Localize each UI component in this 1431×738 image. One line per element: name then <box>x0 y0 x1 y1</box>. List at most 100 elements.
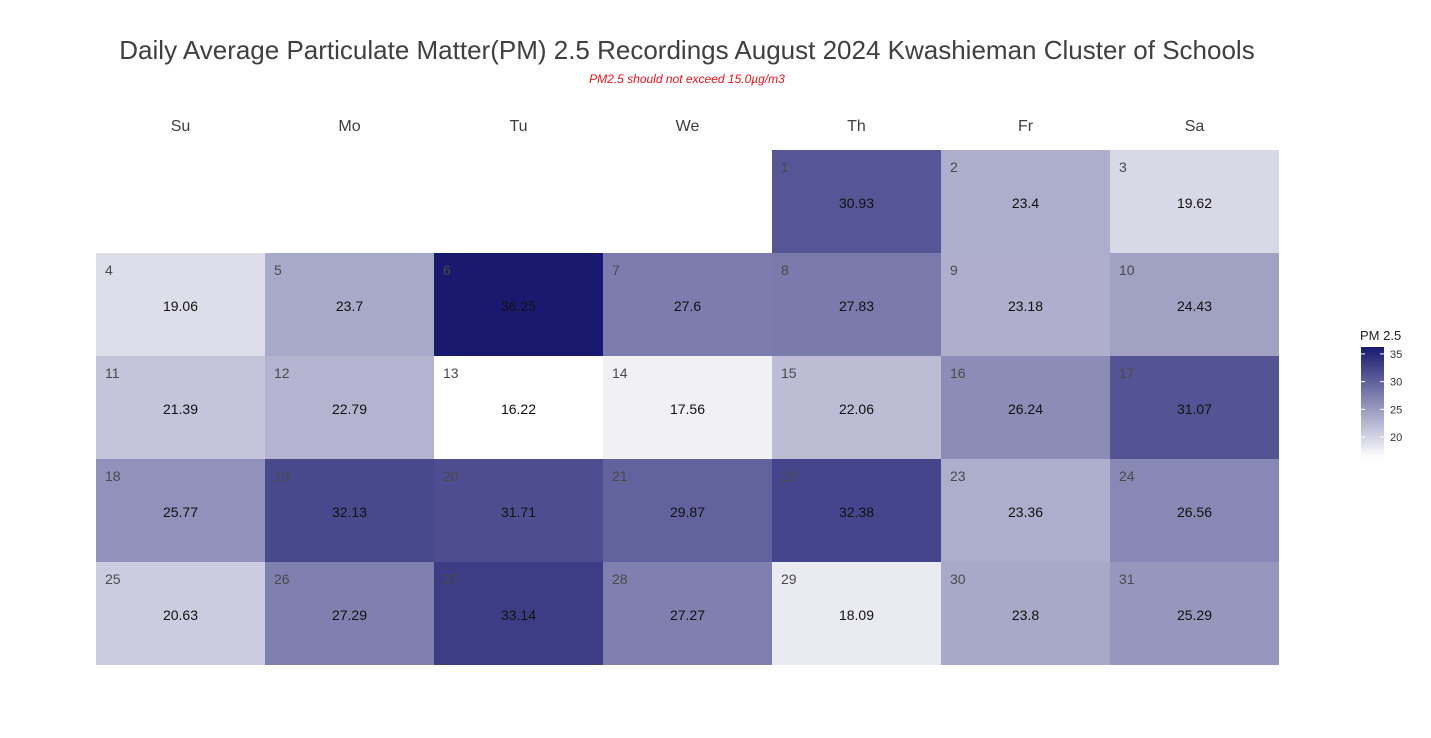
day-cell-fill <box>941 253 1110 356</box>
day-number-label: 27 <box>443 571 459 587</box>
day-number-label: 3 <box>1119 159 1127 175</box>
day-number-label: 1 <box>781 159 789 175</box>
day-number-label: 12 <box>274 365 290 381</box>
day-value-label: 21.39 <box>163 401 198 417</box>
legend-ticks: 20 25 30 35 <box>1361 349 1402 444</box>
day-number-label: 20 <box>443 468 459 484</box>
legend-tick-label: 35 <box>1390 349 1402 361</box>
day-number-label: 29 <box>781 571 797 587</box>
day-number-label: 9 <box>950 262 958 278</box>
day-cell: 19 32.13 <box>265 459 434 562</box>
day-cell: 923.18 <box>941 253 1110 356</box>
day-number-label: 30 <box>950 571 966 587</box>
weekday-label-we: We <box>676 118 700 135</box>
day-cell-fill <box>772 562 941 665</box>
day-cell: 18 25.77 <box>96 459 265 562</box>
day-value-label: 27.6 <box>674 298 701 314</box>
day-value-label: 19.62 <box>1177 195 1212 211</box>
day-cell-fill <box>941 150 1110 253</box>
day-number-label: 10 <box>1119 262 1135 278</box>
day-value-label: 20.63 <box>163 607 198 623</box>
day-cell: 23 23.36 <box>941 459 1110 562</box>
day-number-label: 6 <box>443 262 451 278</box>
day-cell-fill <box>434 459 603 562</box>
day-value-label: 16.22 <box>501 401 536 417</box>
day-cell-fill <box>603 562 772 665</box>
day-number-label: 25 <box>105 571 121 587</box>
day-value-label: 18.09 <box>839 607 874 623</box>
legend-color-bar <box>1361 347 1384 458</box>
day-value-label: 23.36 <box>1008 504 1043 520</box>
day-cell: 29 18.09 <box>772 562 941 665</box>
day-cell: 27 33.14 <box>434 562 603 665</box>
weekday-label-sa: Sa <box>1185 118 1205 135</box>
day-number-label: 23 <box>950 468 966 484</box>
day-cell-fill <box>96 356 265 459</box>
day-number-label: 11 <box>105 365 120 381</box>
day-cell: 30 23.8 <box>941 562 1110 665</box>
day-number-label: 4 <box>105 262 113 278</box>
weekday-label-th: Th <box>847 118 866 135</box>
day-value-label: 26.56 <box>1177 504 1212 520</box>
day-cell-fill <box>96 562 265 665</box>
day-cell-fill <box>603 356 772 459</box>
day-cell: 21 29.87 <box>603 459 772 562</box>
day-number-label: 28 <box>612 571 628 587</box>
day-number-label: 15 <box>781 365 797 381</box>
day-value-label: 31.71 <box>501 504 536 520</box>
weekday-header-row: Su Mo Tu We Th Fr Sa <box>171 118 1205 135</box>
day-value-label: 27.83 <box>839 298 874 314</box>
day-cell-fill <box>1110 562 1279 665</box>
day-cell-fill <box>434 562 603 665</box>
day-number-label: 13 <box>443 365 459 381</box>
day-cell: 31 25.29 <box>1110 562 1279 665</box>
day-value-label: 30.93 <box>839 195 874 211</box>
day-cell-fill <box>434 253 603 356</box>
day-number-label: 2 <box>950 159 958 175</box>
day-value-label: 25.29 <box>1177 607 1212 623</box>
day-value-label: 29.87 <box>670 504 705 520</box>
day-cell: 17 31.07 <box>1110 356 1279 459</box>
day-cell-fill <box>265 356 434 459</box>
weekday-label-tu: Tu <box>509 118 527 135</box>
legend-tick-label: 25 <box>1390 404 1402 416</box>
day-value-label: 23.4 <box>1012 195 1039 211</box>
day-cell: 14 17.56 <box>603 356 772 459</box>
day-cell: 12 22.79 <box>265 356 434 459</box>
day-cell: 16 26.24 <box>941 356 1110 459</box>
legend-tick-label: 20 <box>1390 432 1402 444</box>
day-number-label: 18 <box>105 468 121 484</box>
chart-subtitle: PM2.5 should not exceed 15.0µg/m3 <box>589 72 785 86</box>
color-legend: PM 2.5 20 25 30 35 <box>1360 328 1402 458</box>
day-cell-fill <box>1110 253 1279 356</box>
day-number-label: 22 <box>781 468 797 484</box>
calendar-grid: 130.93223.4319.62419.06523.7636.25727.68… <box>96 150 1279 665</box>
day-cell-fill <box>603 253 772 356</box>
day-cell: 26 27.29 <box>265 562 434 665</box>
day-cell: 20 31.71 <box>434 459 603 562</box>
day-cell: 10 24.43 <box>1110 253 1279 356</box>
day-cell-fill <box>772 459 941 562</box>
weekday-label-fr: Fr <box>1018 118 1034 135</box>
day-value-label: 31.07 <box>1177 401 1212 417</box>
day-value-label: 25.77 <box>163 504 198 520</box>
chart-title: Daily Average Particulate Matter(PM) 2.5… <box>119 35 1254 65</box>
day-value-label: 23.8 <box>1012 607 1039 623</box>
day-cell-fill <box>772 253 941 356</box>
day-cell: 22 32.38 <box>772 459 941 562</box>
weekday-label-mo: Mo <box>338 118 360 135</box>
day-cell-fill <box>941 459 1110 562</box>
day-cell-fill <box>265 459 434 562</box>
day-number-label: 21 <box>612 468 628 484</box>
legend-tick-label: 30 <box>1390 377 1402 389</box>
day-number-label: 14 <box>612 365 628 381</box>
day-cell-fill <box>265 562 434 665</box>
day-value-label: 26.24 <box>1008 401 1043 417</box>
day-cell: 130.93 <box>772 150 941 253</box>
day-cell-fill <box>941 562 1110 665</box>
day-value-label: 33.14 <box>501 607 536 623</box>
weekday-label-su: Su <box>171 118 191 135</box>
legend-title: PM 2.5 <box>1360 328 1401 343</box>
day-cell-fill <box>1110 150 1279 253</box>
